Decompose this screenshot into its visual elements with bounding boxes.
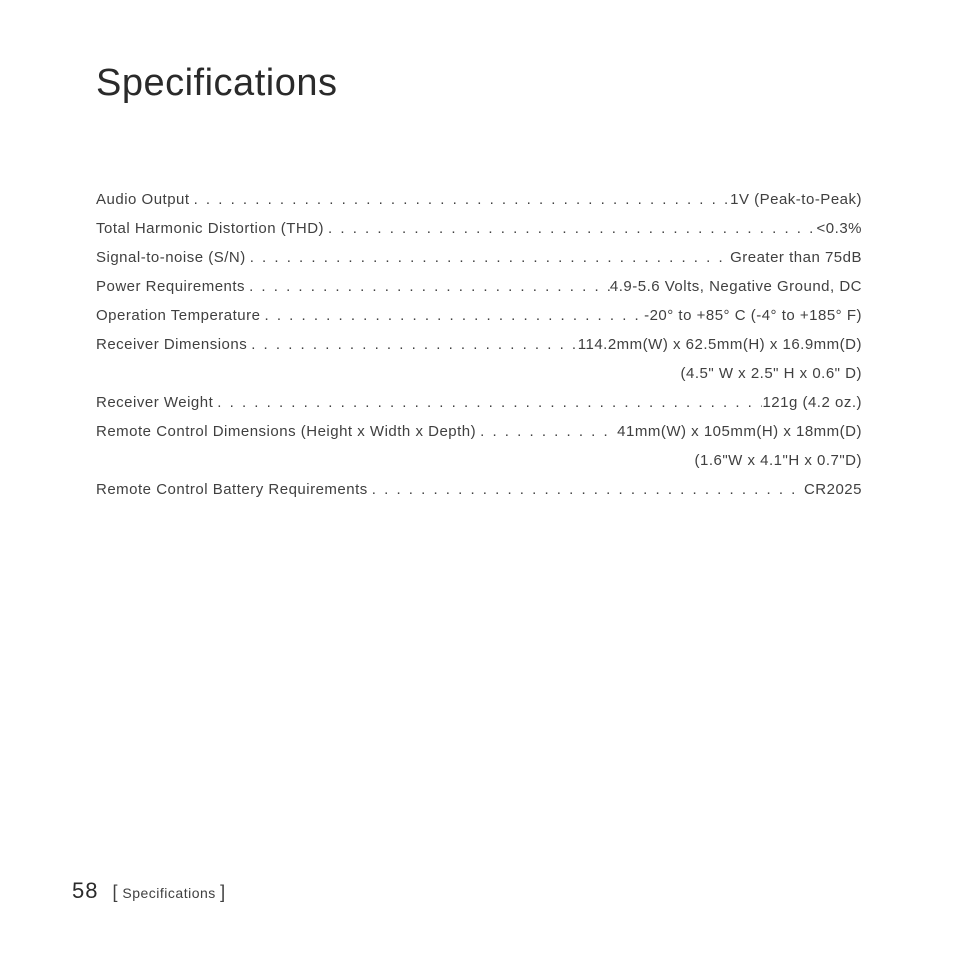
spec-value: -20° to +85° C (-4° to +185° F) xyxy=(644,307,862,324)
spec-subrow: (4.5" W x 2.5" H x 0.6" D) xyxy=(96,365,862,382)
spec-row: Remote Control Dimensions (Height x Widt… xyxy=(96,423,862,440)
spec-label: Remote Control Dimensions (Height x Widt… xyxy=(96,423,476,440)
spec-leader-dots xyxy=(476,423,617,440)
spec-leader-dots xyxy=(368,481,804,498)
spec-value: <0.3% xyxy=(817,220,862,237)
spec-value: 114.2mm(W) x 62.5mm(H) x 16.9mm(D) xyxy=(578,336,862,353)
spec-row: Receiver Weight 121g (4.2 oz.) xyxy=(96,394,862,411)
spec-leader-dots xyxy=(324,220,817,237)
page-title: Specifications xyxy=(96,62,862,105)
spec-leader-dots xyxy=(260,307,644,324)
spec-value: 1V (Peak-to-Peak) xyxy=(730,191,862,208)
spec-row: Operation Temperature -20° to +85° C (-4°… xyxy=(96,307,862,324)
spec-label: Total Harmonic Distortion (THD) xyxy=(96,220,324,237)
spec-leader-dots xyxy=(190,191,731,208)
spec-value: Greater than 75dB xyxy=(730,249,862,266)
spec-value: 41mm(W) x 105mm(H) x 18mm(D) xyxy=(617,423,862,440)
page-crumb-text: Specifications xyxy=(122,885,215,901)
spec-subrow: (1.6"W x 4.1"H x 0.7"D) xyxy=(96,452,862,469)
spec-leader-dots xyxy=(245,278,610,295)
spec-value: (4.5" W x 2.5" H x 0.6" D) xyxy=(680,365,862,382)
spec-label: Receiver Weight xyxy=(96,394,213,411)
spec-leader-dots xyxy=(246,249,730,266)
spec-row: Total Harmonic Distortion (THD) <0.3% xyxy=(96,220,862,237)
spec-row: Signal-to-noise (S/N) Greater than 75dB xyxy=(96,249,862,266)
spec-list: Audio Output 1V (Peak-to-Peak) Total Harmo… xyxy=(96,191,862,498)
page-crumb: [ Specifications ] xyxy=(112,882,225,903)
spec-value: CR2025 xyxy=(804,481,862,498)
spec-row: Remote Control Battery Requirements CR202… xyxy=(96,481,862,498)
spec-leader-dots xyxy=(213,394,762,411)
page-number: 58 xyxy=(72,878,98,904)
spec-label: Operation Temperature xyxy=(96,307,260,324)
spec-row: Receiver Dimensions 114.2mm(W) x 62.5mm(H… xyxy=(96,336,862,353)
page-footer: 58 [ Specifications ] xyxy=(72,878,226,904)
spec-row: Power Requirements 4.9-5.6 Volts, Negativ… xyxy=(96,278,862,295)
spec-row: Audio Output 1V (Peak-to-Peak) xyxy=(96,191,862,208)
spec-value: (1.6"W x 4.1"H x 0.7"D) xyxy=(694,452,862,469)
spec-label: Signal-to-noise (S/N) xyxy=(96,249,246,266)
spec-label: Remote Control Battery Requirements xyxy=(96,481,368,498)
spec-label: Power Requirements xyxy=(96,278,245,295)
spec-value: 4.9-5.6 Volts, Negative Ground, DC xyxy=(610,278,862,295)
spec-value: 121g (4.2 oz.) xyxy=(762,394,862,411)
spec-leader-dots xyxy=(247,336,578,353)
spec-label: Audio Output xyxy=(96,191,190,208)
spec-label: Receiver Dimensions xyxy=(96,336,247,353)
